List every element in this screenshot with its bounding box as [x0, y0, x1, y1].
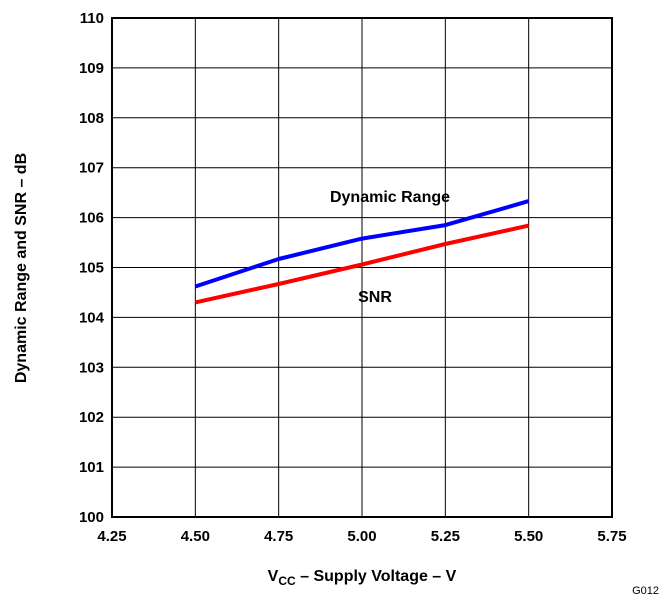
y-tick-labels: 100 101 102 103 104 105 106 107 108 109 110 — [79, 10, 105, 526]
grid-lines — [111, 17, 613, 518]
y-tick-label-0: 100 — [79, 509, 104, 526]
y-tick-label-10: 110 — [80, 10, 104, 27]
plot-frame — [111, 17, 613, 518]
x-tick-label-3: 5.00 — [347, 528, 376, 545]
x-tick-label-1: 4.50 — [181, 528, 210, 545]
x-tick-label-6: 5.75 — [597, 528, 626, 545]
x-tick-label-4: 5.25 — [431, 528, 460, 545]
x-tick-labels: 4.25 4.50 4.75 5.00 5.25 5.50 5.75 — [97, 528, 626, 545]
series-label-dynamic-range: Dynamic Range — [330, 189, 450, 206]
x-tick-label-0: 4.25 — [97, 528, 126, 545]
y-tick-label-2: 102 — [79, 409, 104, 426]
series-label-snr: SNR — [358, 289, 392, 306]
series-lines — [194, 199, 530, 305]
y-tick-label-6: 106 — [79, 210, 104, 227]
y-tick-label-9: 109 — [79, 60, 104, 77]
figure-id: G012 — [632, 585, 659, 596]
y-tick-label-4: 104 — [79, 309, 105, 326]
x-axis-label-main: V — [268, 568, 279, 585]
series-line-dynamic-range — [194, 199, 530, 289]
x-tick-label-2: 4.75 — [264, 528, 293, 545]
y-tick-label-5: 105 — [79, 260, 104, 277]
x-axis-label: VCC – Supply Voltage – V — [268, 568, 457, 588]
y-tick-label-3: 103 — [79, 359, 104, 376]
series-line-snr — [194, 223, 530, 305]
y-axis-label: Dynamic Range and SNR – dB — [13, 153, 30, 383]
y-tick-label-1: 101 — [79, 459, 104, 476]
x-tick-label-5: 5.50 — [514, 528, 543, 545]
y-tick-label-8: 108 — [79, 110, 104, 127]
x-axis-label-rest: – Supply Voltage – V — [296, 568, 457, 585]
x-axis-label-subscript: CC — [278, 574, 296, 588]
y-tick-label-7: 107 — [79, 160, 104, 177]
